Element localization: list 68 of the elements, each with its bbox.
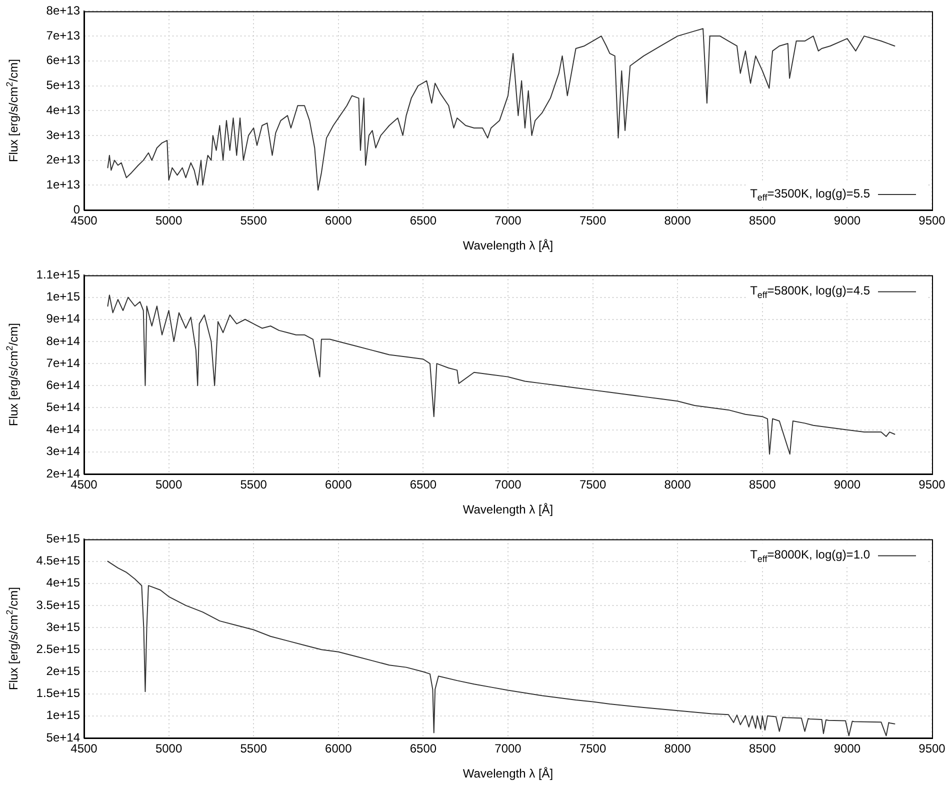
y-tick-label: 8e+13: [46, 4, 80, 18]
x-tick-label: 9000: [834, 478, 861, 492]
y-tick-label: 5e+14: [46, 400, 80, 414]
y-axis-title: Flux [erg/s/cm2/cm]: [4, 587, 20, 690]
x-tick-label: 8000: [664, 478, 692, 492]
y-tick-label: 4e+14: [46, 422, 80, 436]
x-tick-label: 5500: [240, 742, 268, 756]
x-tick-label: 5500: [240, 214, 268, 228]
x-tick-label: 7500: [579, 742, 606, 756]
y-tick-label: 5e+15: [46, 532, 80, 546]
x-tick-label: 7000: [494, 214, 522, 228]
x-tick-label: 9000: [834, 214, 861, 228]
x-tick-label: 6000: [325, 742, 352, 756]
x-tick-label: 9500: [918, 742, 946, 756]
y-tick-label: 6e+14: [46, 378, 80, 392]
y-tick-label: 5e+14: [46, 730, 80, 744]
y-tick-label: 2.5e+15: [36, 642, 80, 656]
x-tick-label: 9000: [834, 742, 861, 756]
y-tick-label: 1e+13: [46, 177, 80, 192]
x-tick-label: 7000: [494, 478, 522, 492]
y-tick-label: 7e+14: [46, 356, 80, 370]
x-tick-label: 6500: [410, 478, 437, 492]
x-tick-label: 5500: [240, 478, 268, 492]
x-tick-label: 8500: [749, 478, 776, 492]
y-tick-label: 2e+15: [46, 664, 80, 678]
x-tick-label: 9500: [918, 478, 946, 492]
y-tick-label: 5e+13: [46, 78, 80, 92]
x-tick-label: 4500: [70, 478, 98, 492]
x-tick-label: 8000: [664, 742, 692, 756]
y-tick-label: 3e+14: [46, 444, 80, 458]
x-axis-title: Wavelength λ [Å]: [462, 766, 554, 780]
x-tick-label: 8500: [749, 214, 776, 228]
y-tick-label: 6e+13: [46, 53, 80, 68]
y-tick-label: 2e+13: [46, 152, 80, 167]
y-tick-label: 1e+15: [46, 708, 80, 722]
x-tick-label: 6500: [410, 214, 437, 228]
y-tick-label: 9e+14: [46, 312, 80, 326]
x-tick-label: 9500: [918, 214, 946, 228]
y-axis-title: Flux [erg/s/cm2/cm]: [4, 59, 20, 162]
x-tick-label: 5000: [155, 214, 182, 228]
y-tick-label: 2e+14: [46, 466, 80, 480]
x-tick-label: 5000: [155, 478, 182, 492]
x-tick-label: 7500: [579, 478, 606, 492]
x-tick-label: 6000: [325, 214, 352, 228]
y-tick-label: 1.1e+15: [36, 268, 80, 282]
x-tick-label: 6000: [325, 478, 352, 492]
x-tick-label: 5000: [155, 742, 182, 756]
y-tick-label: 3e+15: [46, 620, 80, 634]
y-tick-label: 1.5e+15: [36, 686, 80, 700]
x-axis-title: Wavelength λ [Å]: [462, 238, 554, 252]
x-tick-label: 8500: [749, 742, 776, 756]
y-tick-label: 1e+15: [46, 290, 80, 304]
y-tick-label: 0: [73, 202, 80, 216]
y-tick-label: 3.5e+15: [36, 598, 80, 612]
x-tick-label: 8000: [664, 214, 692, 228]
y-tick-label: 4e+15: [46, 576, 80, 590]
y-axis-title: Flux [erg/s/cm2/cm]: [4, 323, 20, 426]
y-tick-label: 7e+13: [46, 28, 80, 42]
x-axis-title: Wavelength λ [Å]: [462, 502, 554, 516]
x-tick-label: 7000: [494, 742, 522, 756]
x-tick-label: 6500: [410, 742, 437, 756]
y-tick-label: 4e+13: [46, 102, 80, 117]
x-tick-label: 7500: [579, 214, 606, 228]
y-tick-label: 3e+13: [46, 128, 80, 142]
x-tick-label: 4500: [70, 214, 98, 228]
x-tick-label: 4500: [70, 742, 98, 756]
y-tick-label: 8e+14: [46, 334, 80, 348]
y-tick-label: 4.5e+15: [36, 554, 80, 568]
